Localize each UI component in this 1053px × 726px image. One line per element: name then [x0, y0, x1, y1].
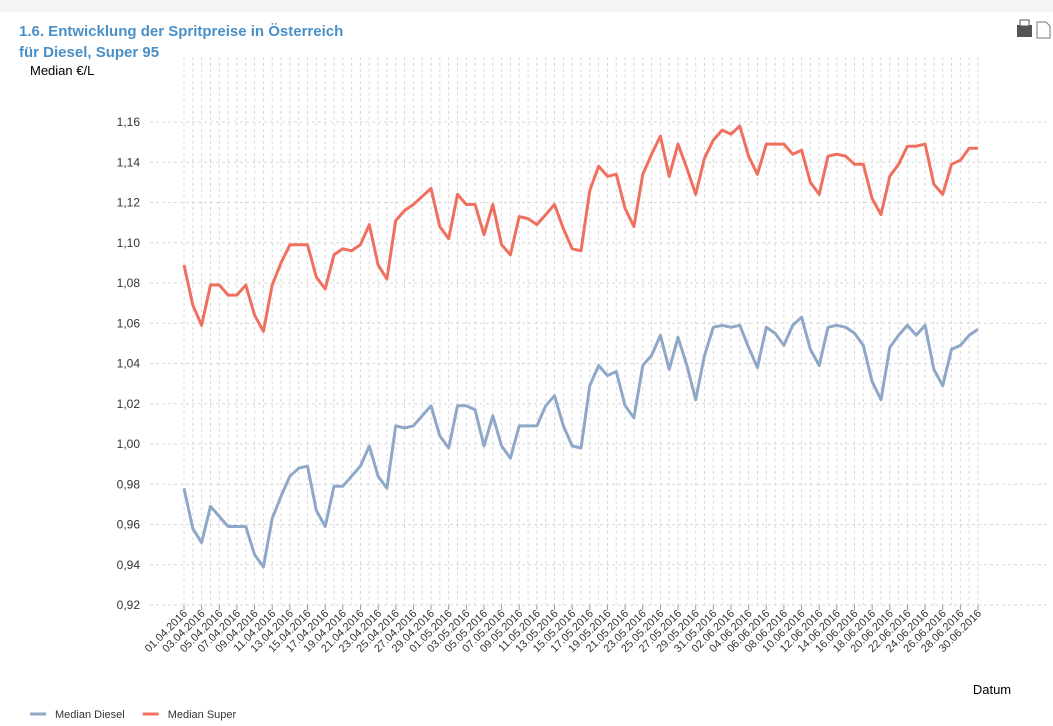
- y-tick-label: 1,12: [117, 196, 141, 210]
- y-tick-label: 1,16: [117, 115, 141, 129]
- y-tick-label: 0,94: [117, 558, 141, 572]
- print-icon[interactable]: [1017, 19, 1032, 37]
- y-tick-label: 0,92: [117, 598, 141, 612]
- export-icon[interactable]: [1036, 21, 1051, 39]
- y-tick-label: 1,02: [117, 397, 141, 411]
- y-tick-label: 0,96: [117, 518, 141, 532]
- top-bar: [0, 0, 1053, 12]
- series-line: [182, 124, 978, 333]
- chart-subtitle: für Diesel, Super 95: [19, 44, 159, 61]
- y-tick-label: 1,06: [117, 316, 141, 330]
- x-axis-label: Datum: [973, 682, 1011, 697]
- chart-title: 1.6. Entwicklung der Spritpreise in Öste…: [19, 23, 343, 40]
- y-tick-label: 1,14: [117, 155, 141, 169]
- y-tick-label: 1,10: [117, 236, 141, 250]
- series-line: [182, 315, 979, 569]
- y-tick-label: 1,04: [117, 357, 141, 371]
- y-tick-label: 1,08: [117, 276, 141, 290]
- legend-label: Median Super: [168, 709, 237, 721]
- y-tick-label: 1,00: [117, 437, 141, 451]
- y-tick-label: 0,98: [117, 477, 141, 491]
- y-axis-label: Median €/L: [30, 63, 94, 78]
- legend-label: Median Diesel: [55, 709, 125, 721]
